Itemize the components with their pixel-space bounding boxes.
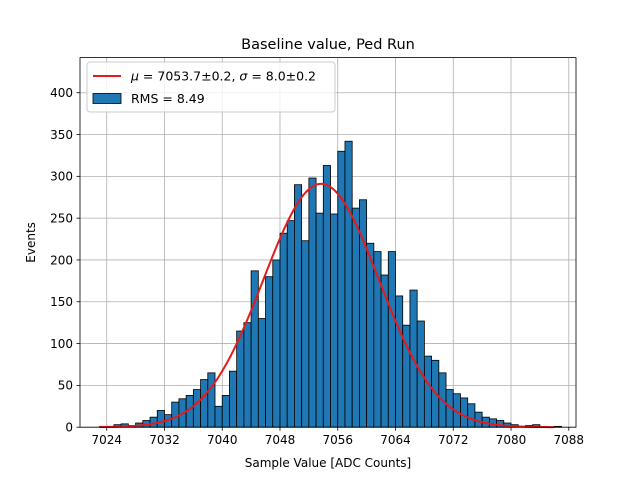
y-tick-label: 400 [50, 86, 73, 100]
histogram-bar [351, 207, 360, 428]
histogram-bar [229, 370, 238, 428]
histogram-bar [171, 401, 180, 428]
x-axis-label: Sample Value [ADC Counts] [245, 456, 411, 470]
histogram-bar [344, 140, 353, 428]
histogram-bar [322, 165, 331, 428]
x-tick-label: 7072 [438, 433, 469, 447]
histogram-bar [315, 212, 324, 428]
legend-hist-label: RMS = 8.49 [131, 91, 205, 106]
histogram-bar [301, 240, 310, 428]
y-tick-label: 50 [58, 379, 73, 393]
y-axis-label: Events [24, 222, 38, 263]
histogram-bar [423, 355, 433, 428]
fit-curve-group [99, 182, 555, 429]
histogram-bar [330, 213, 339, 428]
y-tick-label: 200 [50, 253, 73, 267]
histogram-bar [257, 318, 266, 428]
chart-title: Baseline value, Ped Run [241, 37, 415, 53]
histogram-bar [221, 395, 230, 428]
gaussian-fit-curve [99, 182, 555, 429]
legend-fit-mu-value: 7053.7±0.2 [157, 69, 231, 84]
histogram-bar [200, 379, 209, 428]
x-tick-label: 7056 [322, 433, 353, 447]
histogram-bar [279, 232, 288, 428]
histogram-bars [99, 140, 562, 428]
axis-ticks: 7024 7032 7040 7048 7056 7064 7072 7080 7088 0 50 1… [50, 86, 584, 447]
legend: μ = 7053.7±0.2, σ = 8.0±0.2 RMS = 8.49 [86, 61, 336, 113]
plot-frame [79, 57, 577, 428]
histogram-bar [243, 322, 252, 428]
histogram-bar [272, 259, 281, 428]
histogram-bar [460, 397, 469, 428]
histogram-bar [207, 372, 216, 428]
y-tick-label: 100 [50, 337, 73, 351]
histogram-bar [192, 389, 201, 428]
x-tick-label: 7032 [149, 433, 180, 447]
y-tick-label: 300 [50, 170, 73, 184]
histogram-bar [265, 276, 274, 428]
histogram-bar [380, 274, 389, 428]
histogram-bar [286, 220, 295, 428]
y-tick-label: 150 [50, 295, 73, 309]
x-tick-label: 7040 [207, 433, 238, 447]
histogram-bar [214, 405, 223, 428]
histogram-bar [366, 242, 375, 428]
histogram-bar [395, 295, 404, 428]
y-tick-label: 250 [50, 211, 73, 225]
histogram-bar [387, 251, 396, 428]
x-tick-label: 7088 [554, 433, 585, 447]
histogram-bar [467, 403, 476, 428]
y-tick-label: 350 [50, 128, 73, 142]
histogram-bar [308, 177, 317, 428]
histogram-bar [337, 150, 346, 428]
x-tick-label: 7080 [496, 433, 527, 447]
x-tick-label: 7048 [265, 433, 296, 447]
histogram-bar [236, 330, 245, 428]
histogram-bar [156, 410, 165, 428]
legend-box [86, 61, 336, 113]
x-tick-label: 7064 [380, 433, 411, 447]
legend-hist-swatch [92, 93, 122, 104]
legend-fit-sigma-value: 8.0±0.2 [266, 69, 316, 84]
legend-fit-label: μ = 7053.7±0.2, σ = 8.0±0.2 [130, 69, 316, 84]
histogram-bar [294, 184, 303, 428]
x-tick-label: 7024 [91, 433, 122, 447]
y-tick-label: 0 [65, 421, 73, 435]
